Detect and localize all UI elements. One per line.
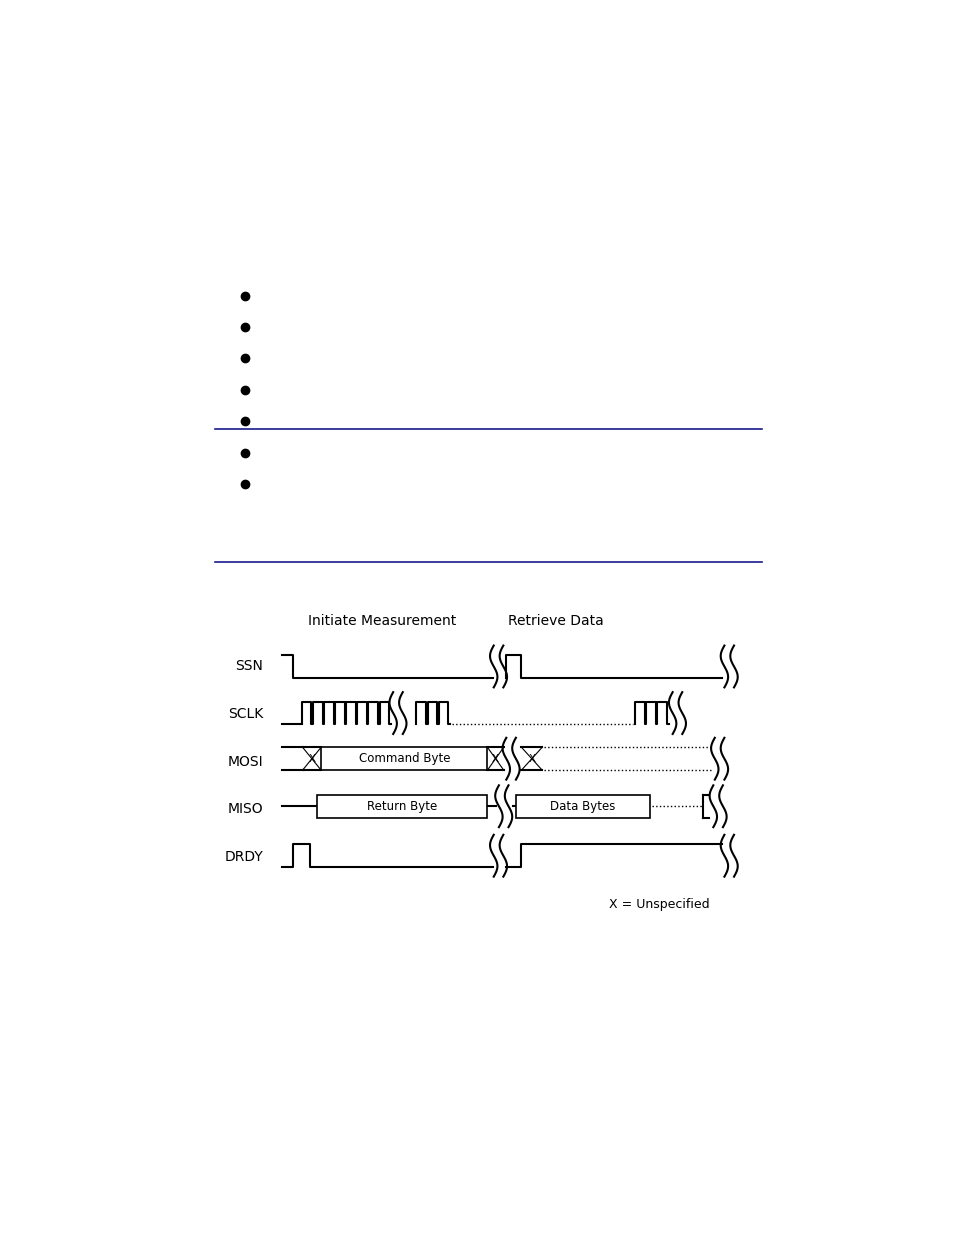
Text: Retrieve Data: Retrieve Data — [507, 615, 602, 629]
FancyBboxPatch shape — [317, 795, 487, 818]
Text: MOSI: MOSI — [228, 755, 263, 768]
Text: Return Byte: Return Byte — [367, 800, 437, 813]
Text: X: X — [492, 753, 498, 763]
FancyBboxPatch shape — [321, 747, 487, 771]
Text: X = Unspecified: X = Unspecified — [608, 898, 708, 910]
Text: MISO: MISO — [228, 802, 263, 816]
Text: Initiate Measurement: Initiate Measurement — [307, 615, 456, 629]
Text: X: X — [528, 753, 535, 763]
Text: Command Byte: Command Byte — [358, 752, 450, 766]
Text: Data Bytes: Data Bytes — [550, 800, 615, 813]
Text: DRDY: DRDY — [225, 850, 263, 863]
FancyBboxPatch shape — [515, 795, 649, 818]
Text: SSN: SSN — [235, 659, 263, 673]
Text: X: X — [308, 753, 315, 763]
Text: SCLK: SCLK — [228, 706, 263, 721]
